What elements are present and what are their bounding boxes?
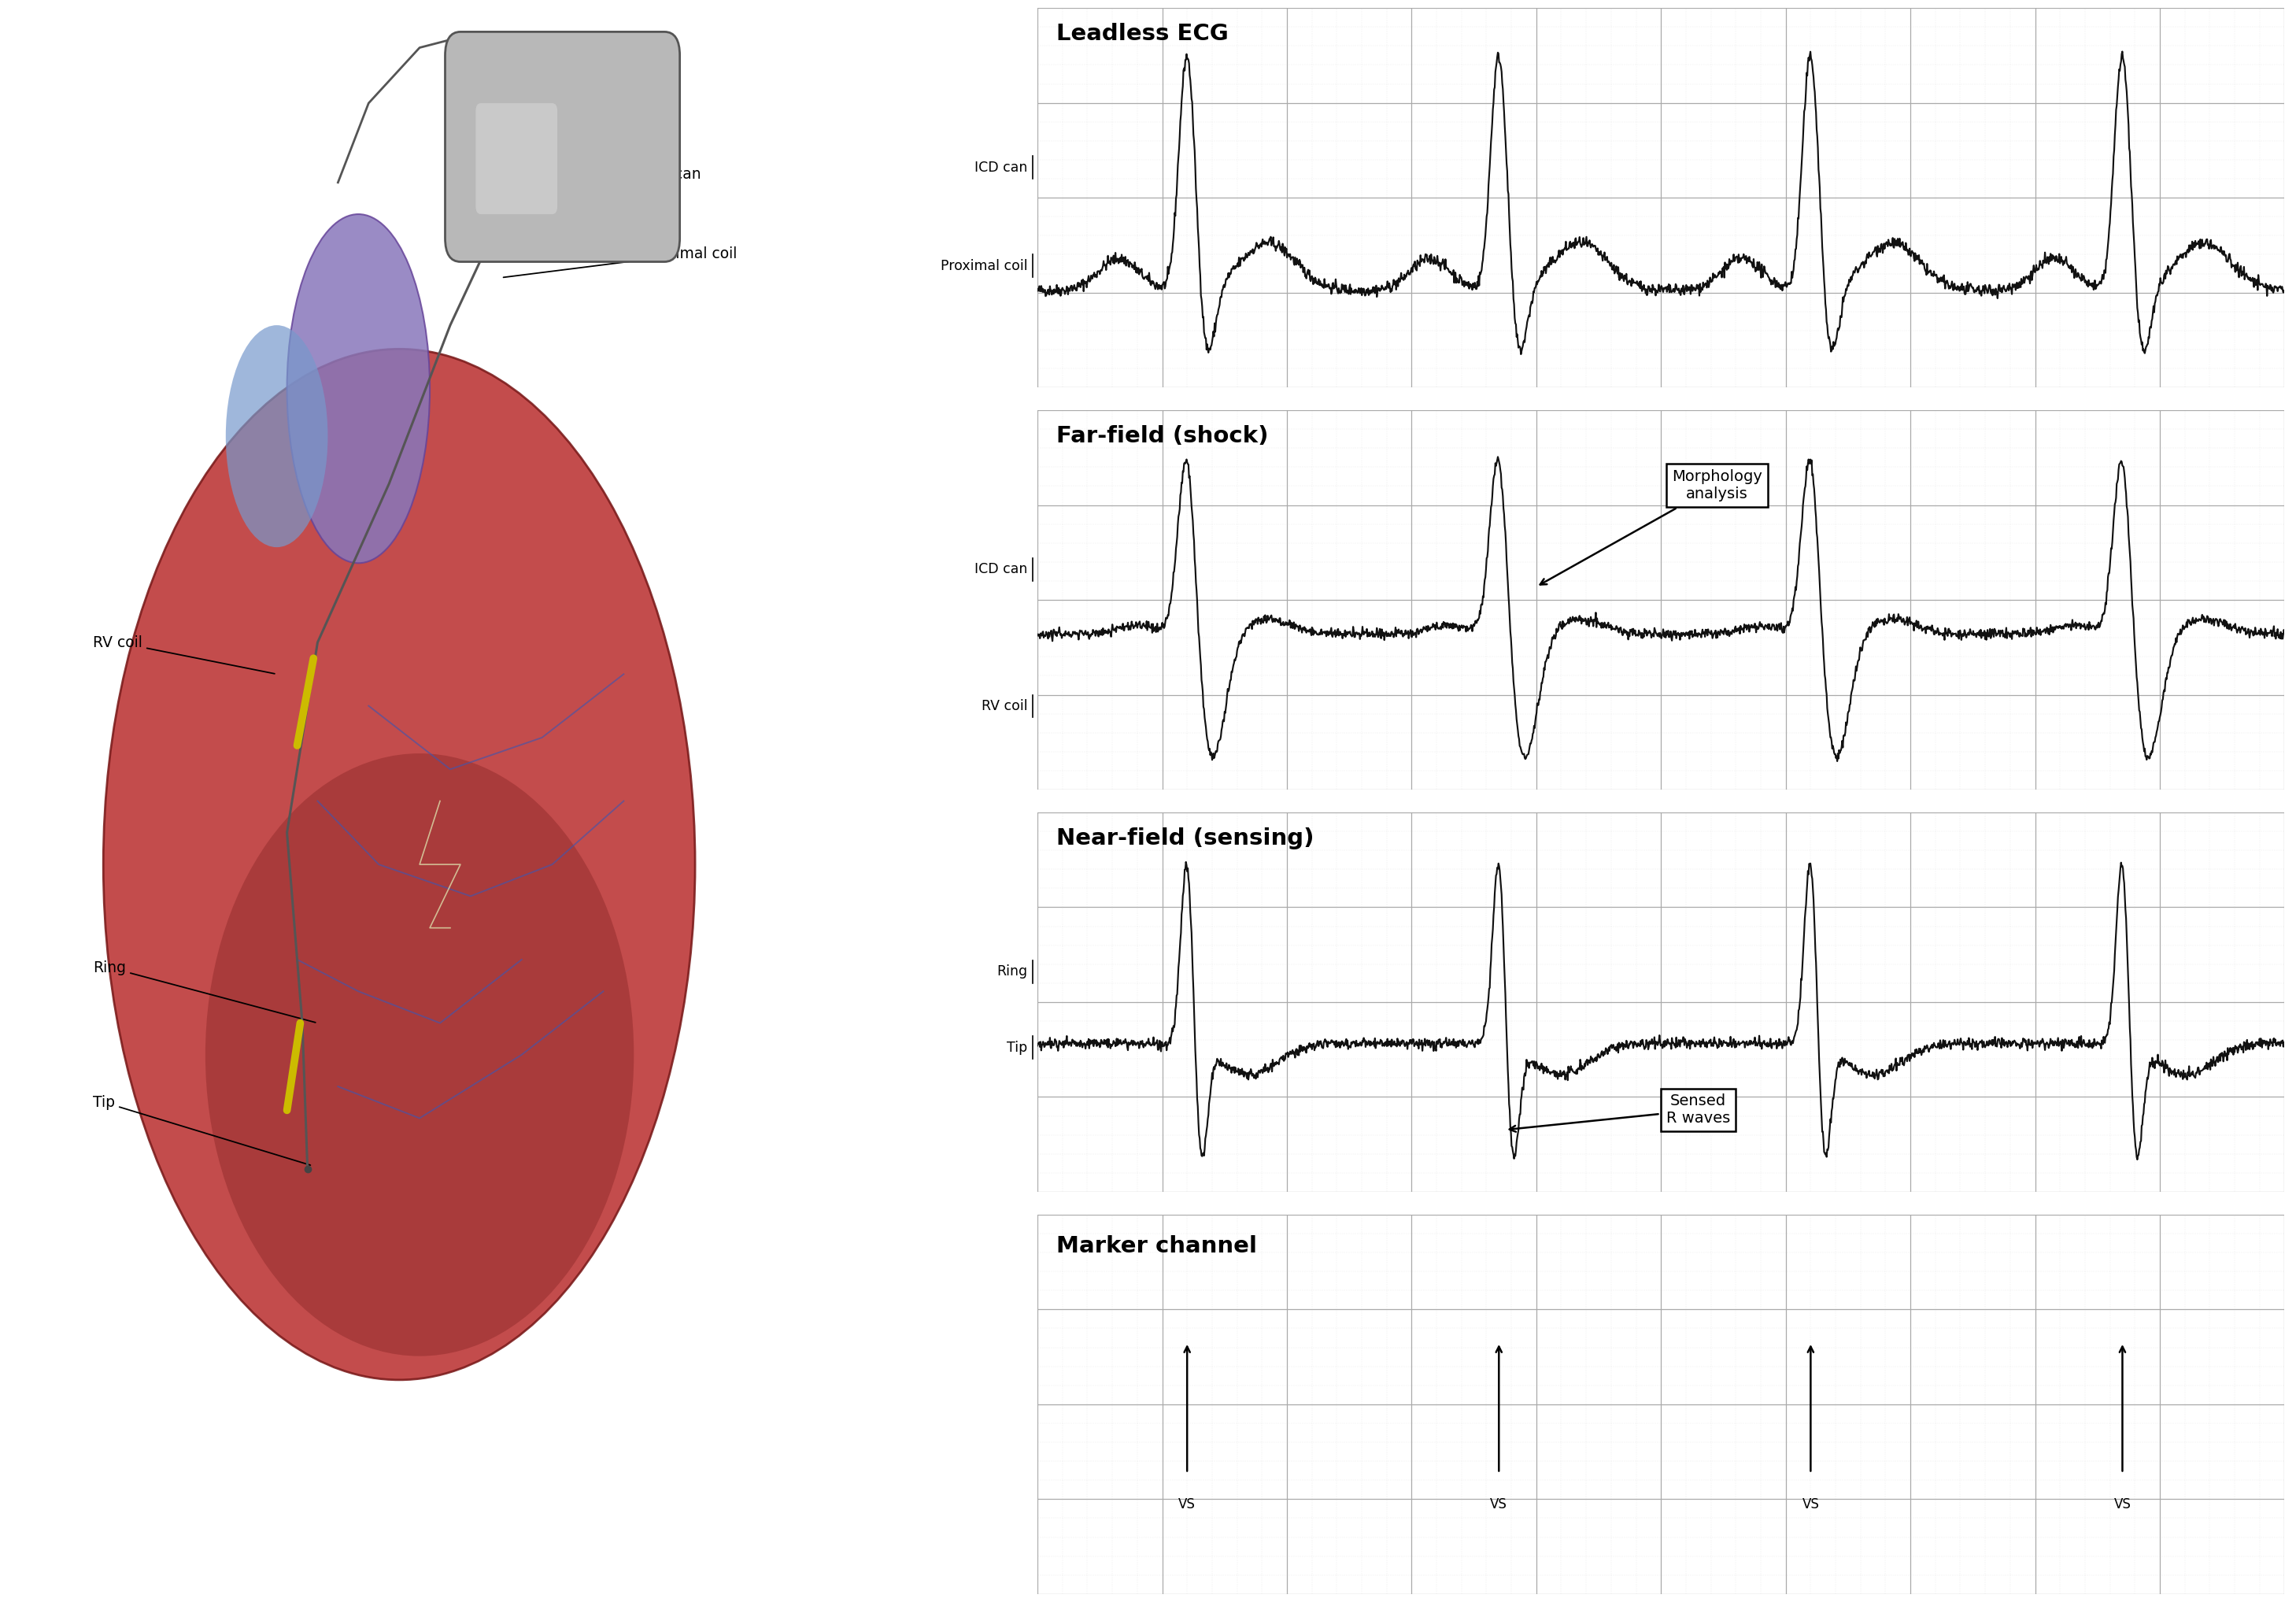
Text: Near-field (sensing): Near-field (sensing) [1056,828,1313,849]
Text: Ring: Ring [996,964,1029,979]
Ellipse shape [204,753,634,1355]
Text: Sensed
R waves: Sensed R waves [1508,1094,1731,1131]
Text: ICD can: ICD can [544,167,700,183]
Text: Morphology
analysis: Morphology analysis [1541,469,1763,585]
Text: ICD can: ICD can [974,562,1029,577]
Text: Leadless ECG: Leadless ECG [1056,22,1228,45]
FancyBboxPatch shape [445,32,680,261]
Text: ICD can: ICD can [974,160,1029,175]
Text: Proximal coil: Proximal coil [941,260,1029,272]
Text: VS: VS [1490,1498,1508,1512]
Text: Proximal coil: Proximal coil [503,247,737,277]
Text: Tip: Tip [1008,1041,1029,1054]
Text: VS: VS [2115,1498,2131,1512]
Ellipse shape [225,325,328,548]
Ellipse shape [103,349,696,1379]
Text: RV coil: RV coil [980,698,1029,713]
Text: Ring: Ring [94,960,315,1022]
Text: Far-field (shock): Far-field (shock) [1056,426,1267,447]
Ellipse shape [287,215,429,562]
Text: RV coil: RV coil [94,634,276,674]
Text: Tip: Tip [94,1094,310,1165]
FancyBboxPatch shape [475,103,558,215]
Text: Marker channel: Marker channel [1056,1235,1256,1258]
Text: VS: VS [1802,1498,1818,1512]
Text: VS: VS [1178,1498,1196,1512]
